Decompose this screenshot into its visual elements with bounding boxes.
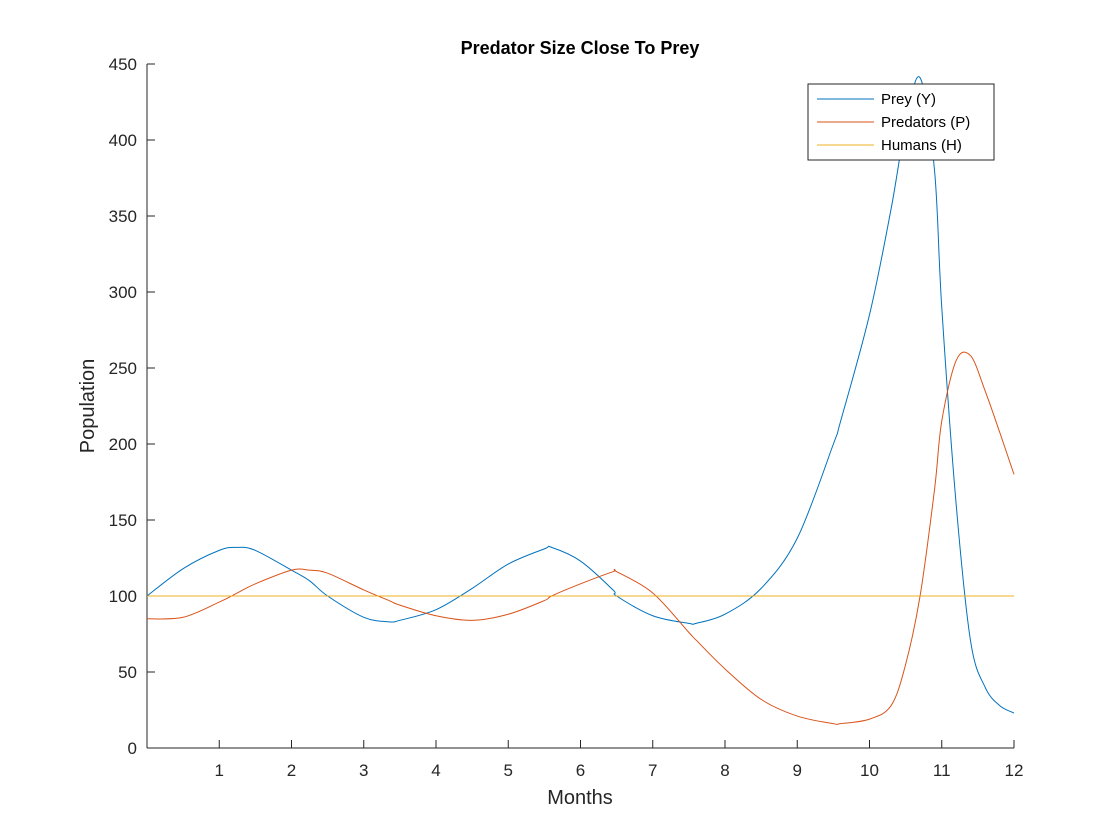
chart-title: Predator Size Close To Prey [461, 38, 700, 58]
predators-series-line [146, 351, 1015, 725]
legend-entry-prey: Prey (Y) [817, 91, 936, 108]
legend-label: Humans (H) [881, 137, 962, 154]
y-tick-label: 300 [109, 283, 137, 302]
x-tick-label: 4 [431, 761, 440, 780]
x-tick-label: 7 [648, 761, 657, 780]
legend: Prey (Y) Predators (P) Humans (H) [807, 83, 995, 161]
x-tick-label: 6 [576, 761, 585, 780]
y-tick-label: 150 [109, 511, 137, 530]
y-tick-label: 0 [128, 739, 137, 758]
plot-area: 1 2 3 4 5 6 7 8 9 10 11 120501001502002503003504004… [109, 55, 1024, 780]
y-tick-label: 100 [109, 587, 137, 606]
x-tick-label: 3 [359, 761, 368, 780]
x-tick-label: 9 [793, 761, 802, 780]
x-tick-label: 2 [287, 761, 296, 780]
y-tick-label: 200 [109, 435, 137, 454]
y-axis-title: Population [77, 359, 99, 454]
legend-entry-predators: Predators (P) [817, 114, 970, 131]
y-tick-label: 250 [109, 359, 137, 378]
y-tick-label: 50 [118, 663, 137, 682]
x-tick-label: 12 [1005, 761, 1024, 780]
prey-series-line [146, 76, 1015, 714]
y-tick-label: 400 [109, 131, 137, 150]
x-tick-label: 11 [933, 761, 951, 780]
x-tick-label: 1 [215, 761, 224, 780]
x-tick-label: 8 [720, 761, 729, 780]
y-tick-label: 350 [109, 207, 137, 226]
legend-label: Prey (Y) [881, 91, 936, 108]
legend-label: Predators (P) [881, 114, 970, 131]
x-axis-title: Months [547, 787, 613, 809]
x-tick-label: 10 [860, 761, 879, 780]
y-tick-label: 450 [109, 55, 137, 74]
x-tick-label: 5 [504, 761, 513, 780]
legend-entry-humans: Humans (H) [817, 137, 962, 154]
